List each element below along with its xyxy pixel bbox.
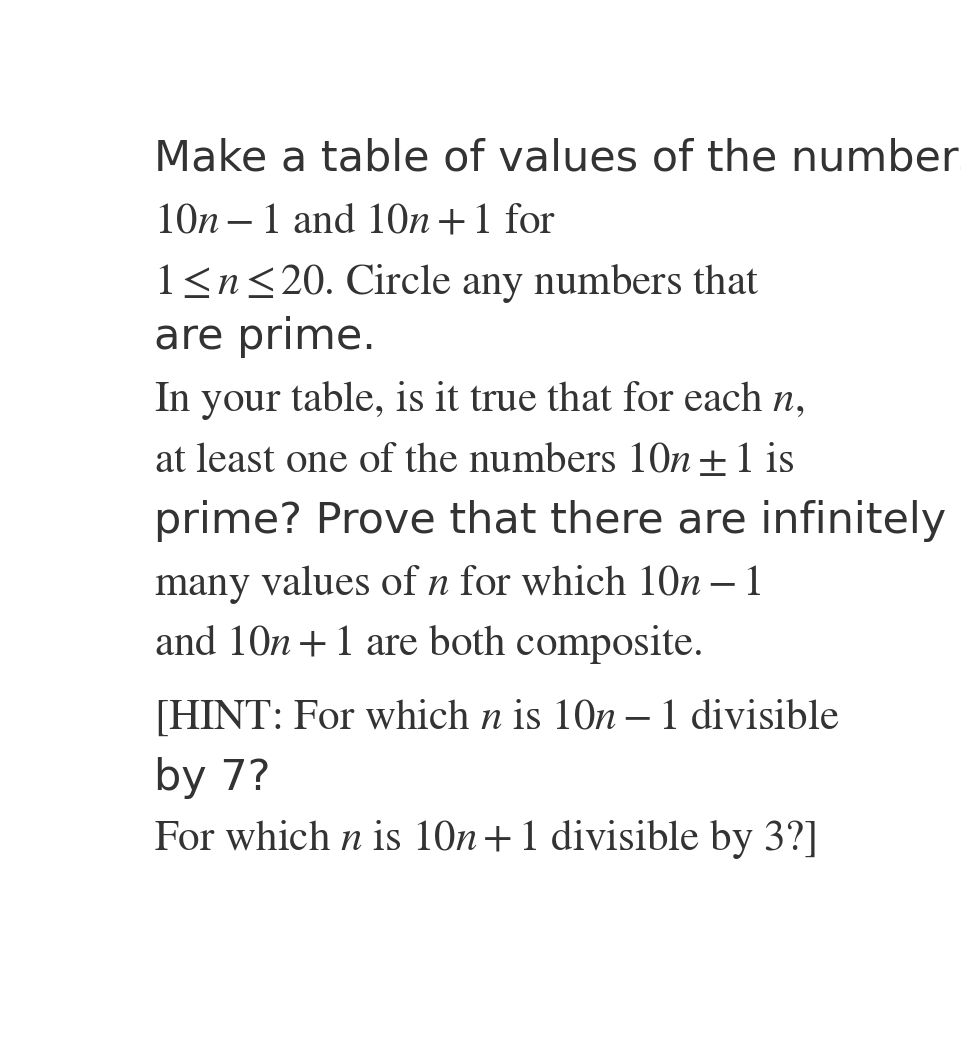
Text: Make a table of values of the numbers: Make a table of values of the numbers xyxy=(154,138,961,180)
Text: prime? Prove that there are infinitely: prime? Prove that there are infinitely xyxy=(154,500,946,542)
Text: and $10n + 1$ are both composite.: and $10n + 1$ are both composite. xyxy=(154,622,702,666)
Text: $10n - 1$ and $10n + 1$ for: $10n - 1$ and $10n + 1$ for xyxy=(154,204,555,242)
Text: by 7?: by 7? xyxy=(154,757,270,799)
Text: [HINT: For which $n$ is $10n - 1$ divisible: [HINT: For which $n$ is $10n - 1$ divisi… xyxy=(154,697,839,738)
Text: at least one of the numbers $10n \pm 1$ is: at least one of the numbers $10n \pm 1$ … xyxy=(154,442,794,481)
Text: In your table, is it true that for each $n$,: In your table, is it true that for each … xyxy=(154,378,804,423)
Text: For which $n$ is $10n + 1$ divisible by 3?]: For which $n$ is $10n + 1$ divisible by … xyxy=(154,818,816,862)
Text: are prime.: are prime. xyxy=(154,315,376,357)
Text: many values of $n$ for which $10n - 1$: many values of $n$ for which $10n - 1$ xyxy=(154,562,761,605)
Text: $1 \leq n \leq 20$. Circle any numbers that: $1 \leq n \leq 20$. Circle any numbers t… xyxy=(154,261,759,305)
